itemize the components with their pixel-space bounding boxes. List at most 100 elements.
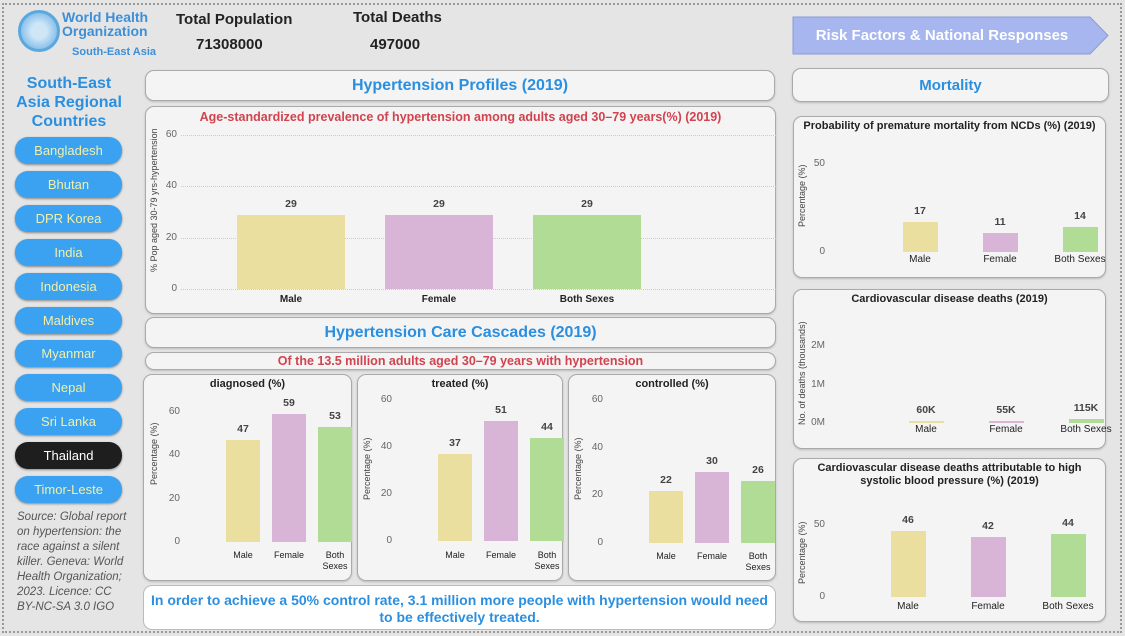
country-button-dpr-korea[interactable]: DPR Korea (15, 204, 122, 232)
control-rate-message: In order to achieve a 50% control rate, … (143, 585, 776, 630)
data-label: 44 (1062, 516, 1074, 529)
country-button-nepal[interactable]: Nepal (15, 374, 122, 402)
category-label: Female (971, 601, 1005, 612)
y-tick-label: 0 (597, 537, 603, 548)
data-label: 30 (706, 454, 718, 467)
dashboard-frame (2, 3, 1122, 633)
risk-factors-nav-button[interactable]: Risk Factors & National Responses (792, 16, 1110, 55)
country-button-maldives[interactable]: Maldives (15, 306, 122, 334)
bar-male (226, 440, 260, 542)
data-label: 46 (902, 514, 914, 527)
bar-both-sexes (1068, 418, 1104, 423)
bar-female (272, 414, 306, 542)
deaths-label: Total Deaths (353, 9, 442, 26)
bar-male (649, 490, 683, 543)
profiles-header: Hypertension Profiles (2019) (145, 70, 775, 101)
y-tick-label: 50 (813, 157, 825, 169)
y-tick-label: 60 (380, 394, 392, 405)
cascades-header: Hypertension Care Cascades (2019) (145, 317, 776, 348)
category-label: Both Sexes (1054, 254, 1106, 265)
y-tick-label: 20 (380, 488, 392, 499)
data-label: 29 (433, 197, 445, 210)
y-tick-label: 40 (591, 441, 603, 453)
category-label: Female (989, 424, 1023, 435)
data-label: 11 (994, 215, 1006, 228)
y-axis-label: Percentage (%) (797, 164, 807, 227)
chart-title: treated (%) (431, 378, 489, 390)
country-button-bhutan[interactable]: Bhutan (15, 170, 122, 198)
data-label: 37 (449, 437, 461, 450)
data-label: 51 (495, 404, 507, 417)
chart-title: Age-standardized prevalence of hypertens… (199, 110, 722, 124)
cvd-sbp-chart: Cardiovascular disease deaths attributab… (793, 458, 1106, 622)
y-tick-label: 20 (591, 489, 603, 501)
deaths-value: 497000 (370, 36, 421, 53)
country-button-sri-lanka[interactable]: Sri Lanka (15, 408, 122, 436)
treated-chart: treated (%) Percentage (%) 0 20 40 60 37 Male 51… (357, 374, 564, 581)
category-label: Male (656, 551, 676, 561)
country-button-india[interactable]: India (15, 238, 122, 266)
category-label: Female (421, 294, 457, 305)
who-logo: World Health Organization South-East Asi… (16, 8, 156, 62)
chart-title: Cardiovascular disease deaths attributab… (817, 462, 1082, 487)
bar-male (237, 214, 345, 289)
data-label: 29 (285, 197, 297, 210)
data-label: 26 (752, 464, 764, 477)
y-tick-label: 0 (174, 536, 180, 547)
category-label: Female (983, 254, 1017, 265)
data-label: 47 (237, 423, 249, 436)
data-label: 42 (982, 519, 994, 532)
y-axis-label: % Pop aged 30-79 yrs-hypertension (149, 128, 159, 272)
data-label: 14 (1074, 210, 1086, 223)
category-label: Both Sexes (1042, 601, 1094, 612)
region-title: South-East Asia Regional Countries (16, 75, 122, 130)
bar-male (908, 420, 944, 423)
chart-title: Cardiovascular disease deaths (2019) (851, 293, 1048, 305)
category-label: Male (445, 550, 465, 560)
bar-male (902, 221, 938, 252)
data-label: 22 (660, 473, 672, 486)
y-tick-label: 60 (168, 406, 180, 417)
data-label: 44 (541, 420, 553, 433)
cascade-subtitle: Of the 13.5 million adults aged 30–79 ye… (145, 352, 776, 370)
country-button-bangladesh[interactable]: Bangladesh (15, 137, 122, 164)
data-label: 115K (1073, 401, 1099, 414)
y-tick-label: 20 (168, 492, 180, 504)
y-tick-label: 0 (171, 283, 177, 294)
country-button-timor-leste[interactable]: Timor-Leste (15, 476, 122, 503)
country-button-thailand[interactable]: Thailand (15, 442, 122, 470)
country-button-indonesia[interactable]: Indonesia (15, 272, 122, 300)
premature-mortality-chart: Probability of premature mortality from … (793, 116, 1106, 278)
bar-both-sexes (533, 214, 641, 289)
bar-both-sexes (1062, 227, 1098, 252)
risk-factors-label: Risk Factors & National Responses (815, 27, 1069, 44)
data-label: 29 (581, 197, 593, 210)
country-button-myanmar[interactable]: Myanmar (15, 340, 122, 368)
y-axis-label: Percentage (%) (149, 422, 159, 485)
bar-female (982, 232, 1018, 252)
category-label: Both Sexes (322, 550, 348, 571)
arrow-shape-icon (792, 16, 1109, 55)
controlled-chart: controlled (%) Percentage (%) 0 20 40 60 22 Mal… (568, 374, 776, 581)
logo-line3: South-East Asia (72, 46, 156, 58)
y-tick-label: 60 (165, 129, 177, 140)
category-label: Both Sexes (559, 294, 615, 305)
gridline (181, 289, 776, 290)
category-label: Both Sexes (1060, 424, 1112, 435)
y-tick-label: 40 (168, 449, 180, 461)
y-axis-label: Percentage (%) (362, 437, 372, 500)
y-tick-label: 1M (811, 378, 825, 390)
y-tick-label: 40 (165, 180, 177, 192)
category-label: Male (279, 294, 303, 305)
data-label: 59 (283, 397, 295, 410)
population-value: 71308000 (196, 36, 263, 53)
y-tick-label: 2M (811, 340, 825, 352)
chart-title: Probability of premature mortality from … (803, 120, 1096, 132)
category-label: Both Sexes (745, 551, 771, 572)
bar-both-sexes (1050, 533, 1086, 597)
category-label: Male (915, 424, 937, 435)
y-tick-label: 50 (813, 519, 825, 531)
y-tick-label: 0 (819, 246, 825, 257)
y-tick-label: 60 (591, 394, 603, 405)
logo-line2: Organization (62, 23, 148, 39)
